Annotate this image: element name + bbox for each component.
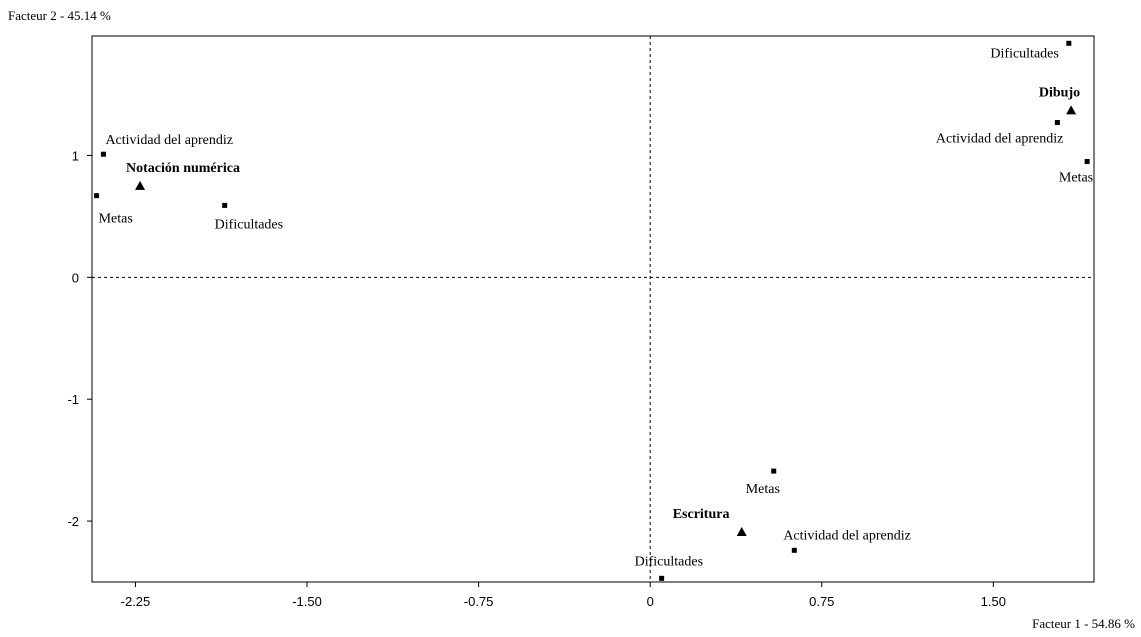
- y-axis-ticks: 1 0 -1 -2: [67, 148, 92, 529]
- y-tick-label: -2: [67, 514, 79, 529]
- point-label: Actividad del aprendiz: [783, 528, 911, 543]
- point-label: Dificultades: [635, 554, 703, 569]
- category-marker: [736, 527, 747, 537]
- x-tick-label: 0: [647, 594, 654, 609]
- point-marker: [1084, 159, 1090, 165]
- x-tick-label: -0.75: [464, 594, 494, 609]
- point-marker: [222, 202, 228, 208]
- x-axis-ticks: -2.25 -1.50 -0.75 0 0.75 1.50: [121, 582, 1006, 609]
- point-label: Dificultades: [215, 217, 283, 232]
- x-axis-title: Facteur 1 - 54.86 %: [1032, 616, 1135, 631]
- data-points: Dificultades Actividad del aprendiz Metas A…: [94, 40, 1093, 581]
- category-marker: [135, 180, 146, 190]
- point-label: Actividad del aprendiz: [936, 132, 1064, 147]
- category-label: Notación numérica: [126, 161, 240, 176]
- y-tick-label: -1: [67, 392, 79, 407]
- plot-frame: [91, 35, 1095, 583]
- y-tick-label: 0: [72, 270, 79, 285]
- point-label: Actividad del aprendiz: [105, 133, 233, 148]
- point-marker: [659, 575, 665, 581]
- point-label: Metas: [746, 482, 780, 497]
- point-label: Metas: [1059, 171, 1093, 186]
- category-label: Escritura: [673, 507, 730, 522]
- point-marker: [100, 151, 106, 157]
- y-axis-title: Facteur 2 - 45.14 %: [8, 8, 111, 23]
- x-tick-label: -2.25: [121, 594, 151, 609]
- x-tick-label: 0.75: [809, 594, 834, 609]
- point-marker: [1066, 40, 1072, 46]
- x-tick-label: -1.50: [292, 594, 322, 609]
- y-tick-label: 1: [72, 148, 79, 163]
- category-label: Dibujo: [1039, 85, 1080, 100]
- point-marker: [1054, 120, 1060, 126]
- point-label: Dificultades: [990, 46, 1058, 61]
- category-marker: [1066, 105, 1077, 115]
- point-marker: [791, 547, 797, 553]
- point-marker: [771, 468, 777, 474]
- point-marker: [94, 193, 100, 199]
- x-tick-label: 1.50: [981, 594, 1006, 609]
- point-label: Metas: [99, 212, 133, 227]
